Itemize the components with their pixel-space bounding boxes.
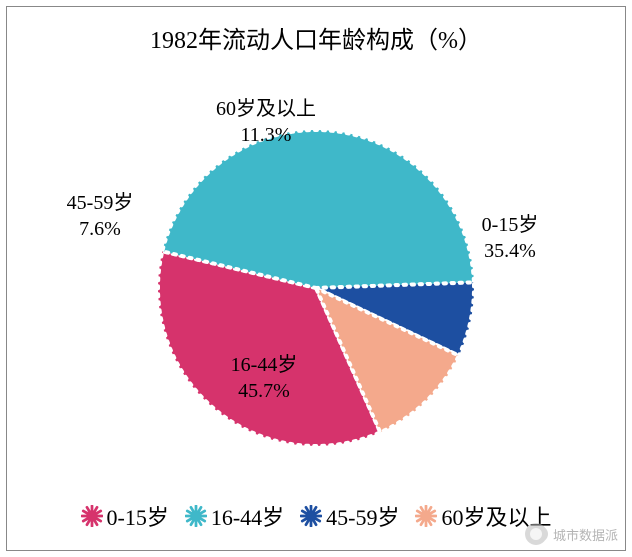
slice-label: 0-15岁35.4%: [450, 212, 570, 264]
legend-marker-icon: [415, 505, 437, 527]
legend-marker-icon: [185, 505, 207, 527]
slice-label: 45-59岁7.6%: [40, 190, 160, 242]
legend-marker-icon: [81, 505, 103, 527]
slice-label-percent: 11.3%: [206, 122, 326, 148]
legend-marker-icon: [300, 505, 322, 527]
slice-label-percent: 45.7%: [204, 378, 324, 404]
legend-row: 0-15岁16-44岁45-59岁60岁及以上: [73, 500, 560, 533]
legend-item: 45-59岁: [300, 500, 399, 532]
watermark: 城市数据派: [525, 523, 618, 545]
slice-label-name: 45-59岁: [40, 190, 160, 216]
slice-label-name: 60岁及以上: [206, 96, 326, 122]
pie-chart-svg: [0, 0, 632, 557]
watermark-text: 城市数据派: [553, 525, 618, 544]
slice-label: 60岁及以上11.3%: [206, 96, 326, 148]
slice-label-name: 16-44岁: [204, 352, 324, 378]
slice-label-name: 0-15岁: [450, 212, 570, 238]
legend-item: 0-15岁: [81, 500, 169, 532]
wechat-icon: [525, 523, 547, 545]
legend-item: 16-44岁: [185, 500, 284, 532]
slice-label: 16-44岁45.7%: [204, 352, 324, 404]
legend-item-label: 0-15岁: [107, 500, 169, 532]
slice-label-percent: 7.6%: [40, 216, 160, 242]
legend-item-label: 45-59岁: [326, 500, 399, 532]
legend-item-label: 16-44岁: [211, 500, 284, 532]
slice-label-percent: 35.4%: [450, 238, 570, 264]
